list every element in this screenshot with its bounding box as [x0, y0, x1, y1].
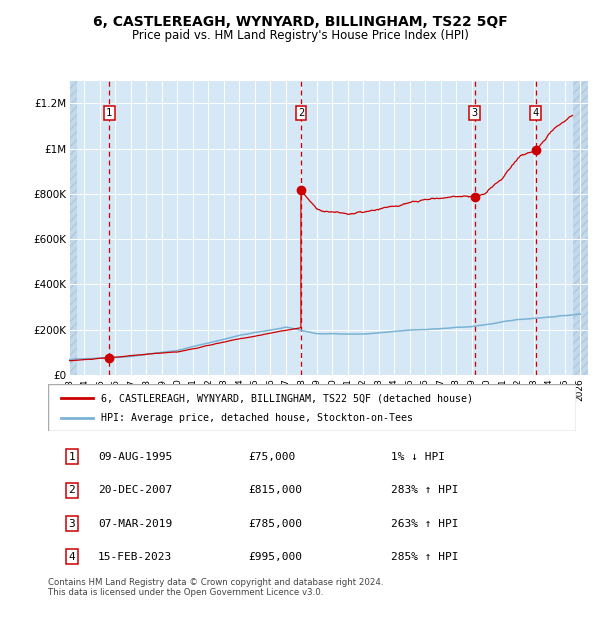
Text: 3: 3 — [68, 518, 75, 528]
Text: £75,000: £75,000 — [248, 452, 296, 462]
Text: £995,000: £995,000 — [248, 552, 302, 562]
Text: 1: 1 — [106, 108, 112, 118]
Text: 6, CASTLEREAGH, WYNYARD, BILLINGHAM, TS22 5QF: 6, CASTLEREAGH, WYNYARD, BILLINGHAM, TS2… — [92, 15, 508, 29]
Text: 1% ↓ HPI: 1% ↓ HPI — [391, 452, 445, 462]
Bar — [572, 81, 588, 375]
Text: 2: 2 — [298, 108, 304, 118]
Bar — [69, 81, 77, 375]
Text: 09-AUG-1995: 09-AUG-1995 — [98, 452, 172, 462]
Text: 283% ↑ HPI: 283% ↑ HPI — [391, 485, 459, 495]
Text: 2: 2 — [68, 485, 75, 495]
Text: £815,000: £815,000 — [248, 485, 302, 495]
Text: 1: 1 — [68, 452, 75, 462]
Text: 20-DEC-2007: 20-DEC-2007 — [98, 485, 172, 495]
Text: 285% ↑ HPI: 285% ↑ HPI — [391, 552, 459, 562]
Text: Contains HM Land Registry data © Crown copyright and database right 2024.
This d: Contains HM Land Registry data © Crown c… — [48, 578, 383, 597]
Text: 6, CASTLEREAGH, WYNYARD, BILLINGHAM, TS22 5QF (detached house): 6, CASTLEREAGH, WYNYARD, BILLINGHAM, TS2… — [101, 393, 473, 404]
Text: 4: 4 — [533, 108, 539, 118]
Text: Price paid vs. HM Land Registry's House Price Index (HPI): Price paid vs. HM Land Registry's House … — [131, 30, 469, 42]
Text: 15-FEB-2023: 15-FEB-2023 — [98, 552, 172, 562]
Text: 3: 3 — [472, 108, 478, 118]
Text: HPI: Average price, detached house, Stockton-on-Tees: HPI: Average price, detached house, Stoc… — [101, 413, 413, 423]
FancyBboxPatch shape — [48, 384, 576, 431]
Text: £785,000: £785,000 — [248, 518, 302, 528]
Text: 07-MAR-2019: 07-MAR-2019 — [98, 518, 172, 528]
Text: 263% ↑ HPI: 263% ↑ HPI — [391, 518, 459, 528]
Text: 4: 4 — [68, 552, 75, 562]
